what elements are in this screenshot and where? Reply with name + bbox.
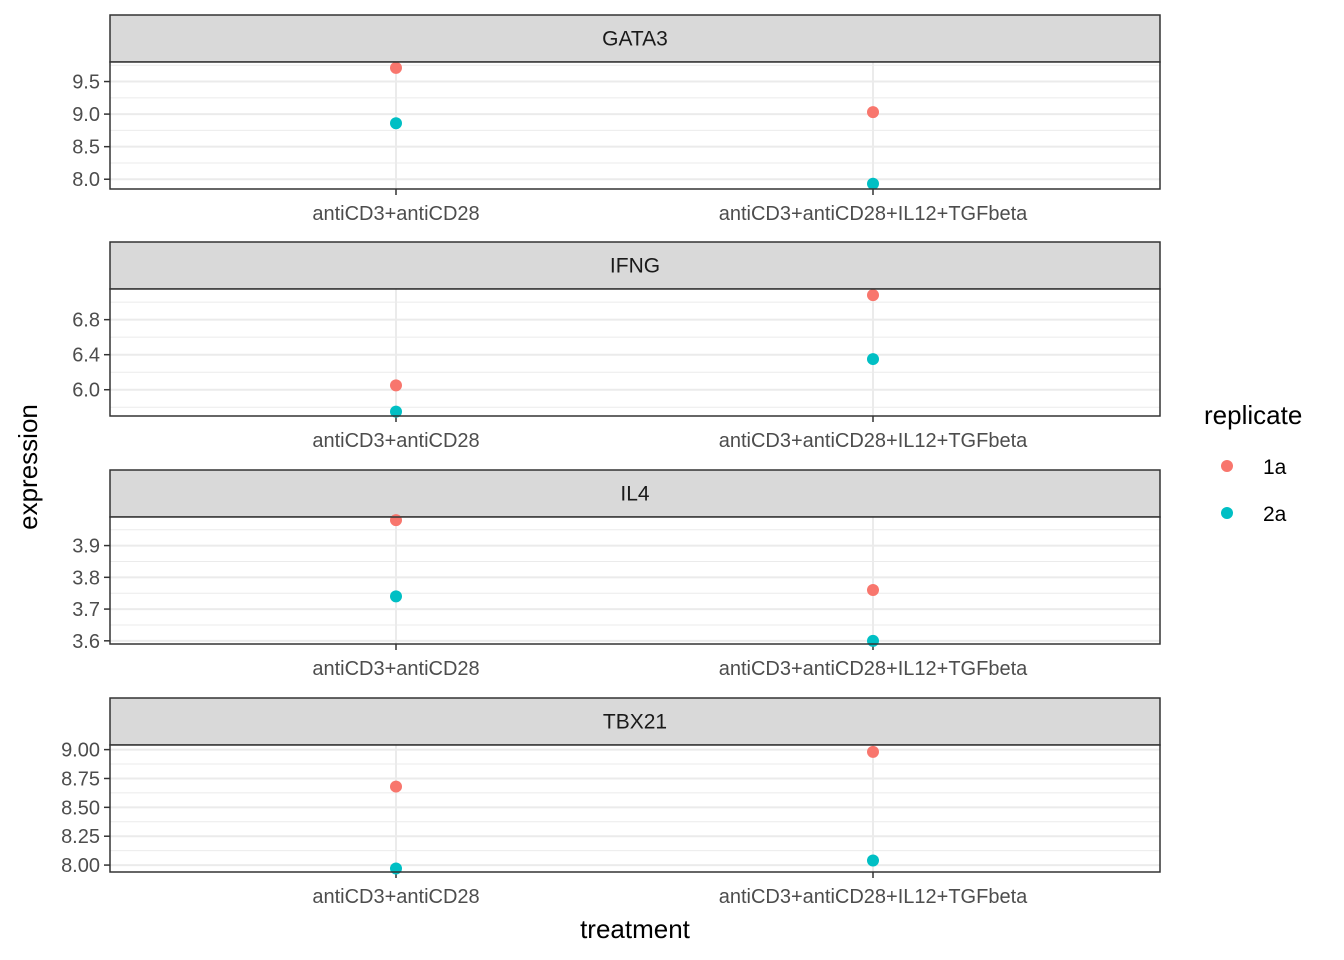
y-tick-label: 9.0 xyxy=(72,104,100,126)
y-tick-label: 8.00 xyxy=(61,855,100,877)
legend: replicate 1a 2a xyxy=(1204,400,1302,526)
data-point-2a xyxy=(390,405,402,418)
facet-il4: IL4 3.6 3.7 3.8 3.9 antiCD3+antiCD28 antiCD3+a… xyxy=(72,469,1161,680)
y-tick-label: 8.50 xyxy=(61,797,100,819)
panel-background xyxy=(110,517,1160,644)
data-point-2a xyxy=(867,353,879,366)
data-point-1a xyxy=(390,379,402,392)
facet-strip xyxy=(109,469,1161,518)
facet-strip-title: IFNG xyxy=(610,255,660,278)
y-tick-label: 6.0 xyxy=(72,380,100,402)
data-point-1a xyxy=(867,584,879,597)
panel-border xyxy=(109,61,1161,190)
panel-border xyxy=(109,744,1161,873)
y-tick-label: 8.75 xyxy=(61,768,100,790)
y-tick-label: 3.8 xyxy=(72,567,100,589)
data-point-2a xyxy=(390,590,402,603)
y-tick-label: 3.6 xyxy=(72,631,100,653)
legend-title: replicate xyxy=(1204,400,1302,430)
x-tick-label: antiCD3+antiCD28+IL12+TGFbeta xyxy=(719,886,1028,908)
data-point-2a xyxy=(867,854,879,867)
facet-ifng: IFNG 6.0 6.4 6.8 antiCD3+antiCD28 antiCD3+ant… xyxy=(72,241,1161,452)
data-point-1a xyxy=(867,745,879,758)
x-tick-label: antiCD3+antiCD28 xyxy=(312,430,479,452)
data-point-1a xyxy=(390,780,402,793)
x-axis-title: treatment xyxy=(580,914,691,944)
y-tick-label: 9.00 xyxy=(61,740,100,762)
y-tick-label: 8.5 xyxy=(72,137,100,159)
y-axis-title: expression xyxy=(13,404,43,530)
legend-key-1a xyxy=(1221,460,1233,472)
panel-border xyxy=(109,288,1161,417)
facet-tbx21: TBX21 8.00 8.25 8.50 8.75 9.00 antiCD3+antiCD2… xyxy=(61,697,1161,908)
data-point-1a xyxy=(390,514,402,527)
data-point-1a xyxy=(867,106,879,119)
y-tick-label: 9.5 xyxy=(72,72,100,94)
x-tick-label: antiCD3+antiCD28+IL12+TGFbeta xyxy=(719,203,1028,225)
facet-strip-title: GATA3 xyxy=(602,28,668,51)
legend-label-2a: 2a xyxy=(1263,503,1287,526)
facet-panels: GATA3 8.0 8.5 9.0 9.5 antiCD3+antiCD28 antiCD3… xyxy=(61,14,1161,908)
x-tick-label: antiCD3+antiCD28 xyxy=(312,203,479,225)
data-point-1a xyxy=(867,289,879,302)
panel-border xyxy=(109,516,1161,645)
y-tick-label: 3.7 xyxy=(72,599,100,621)
x-tick-label: antiCD3+antiCD28+IL12+TGFbeta xyxy=(719,658,1028,680)
y-tick-label: 6.4 xyxy=(72,345,100,367)
y-tick-label: 6.8 xyxy=(72,310,100,332)
legend-key-2a xyxy=(1221,507,1233,519)
panel-background xyxy=(110,62,1160,189)
y-tick-label: 8.0 xyxy=(72,169,100,191)
y-tick-label: 8.25 xyxy=(61,826,100,848)
facet-strip xyxy=(109,14,1161,63)
legend-label-1a: 1a xyxy=(1263,456,1287,479)
y-tick-label: 3.9 xyxy=(72,536,100,558)
data-point-1a xyxy=(390,61,402,74)
data-point-2a xyxy=(867,177,879,190)
facet-strip-title: IL4 xyxy=(620,483,650,506)
x-tick-label: antiCD3+antiCD28 xyxy=(312,886,479,908)
data-point-2a xyxy=(867,634,879,647)
panel-background xyxy=(110,289,1160,416)
x-tick-label: antiCD3+antiCD28+IL12+TGFbeta xyxy=(719,430,1028,452)
facet-gata3: GATA3 8.0 8.5 9.0 9.5 antiCD3+antiCD28 antiCD3… xyxy=(72,14,1161,225)
data-point-2a xyxy=(390,117,402,130)
facet-strip xyxy=(109,697,1161,746)
facet-strip-title: TBX21 xyxy=(603,711,667,734)
x-tick-label: antiCD3+antiCD28 xyxy=(312,658,479,680)
legend-entries: 1a 2a xyxy=(1221,456,1287,526)
